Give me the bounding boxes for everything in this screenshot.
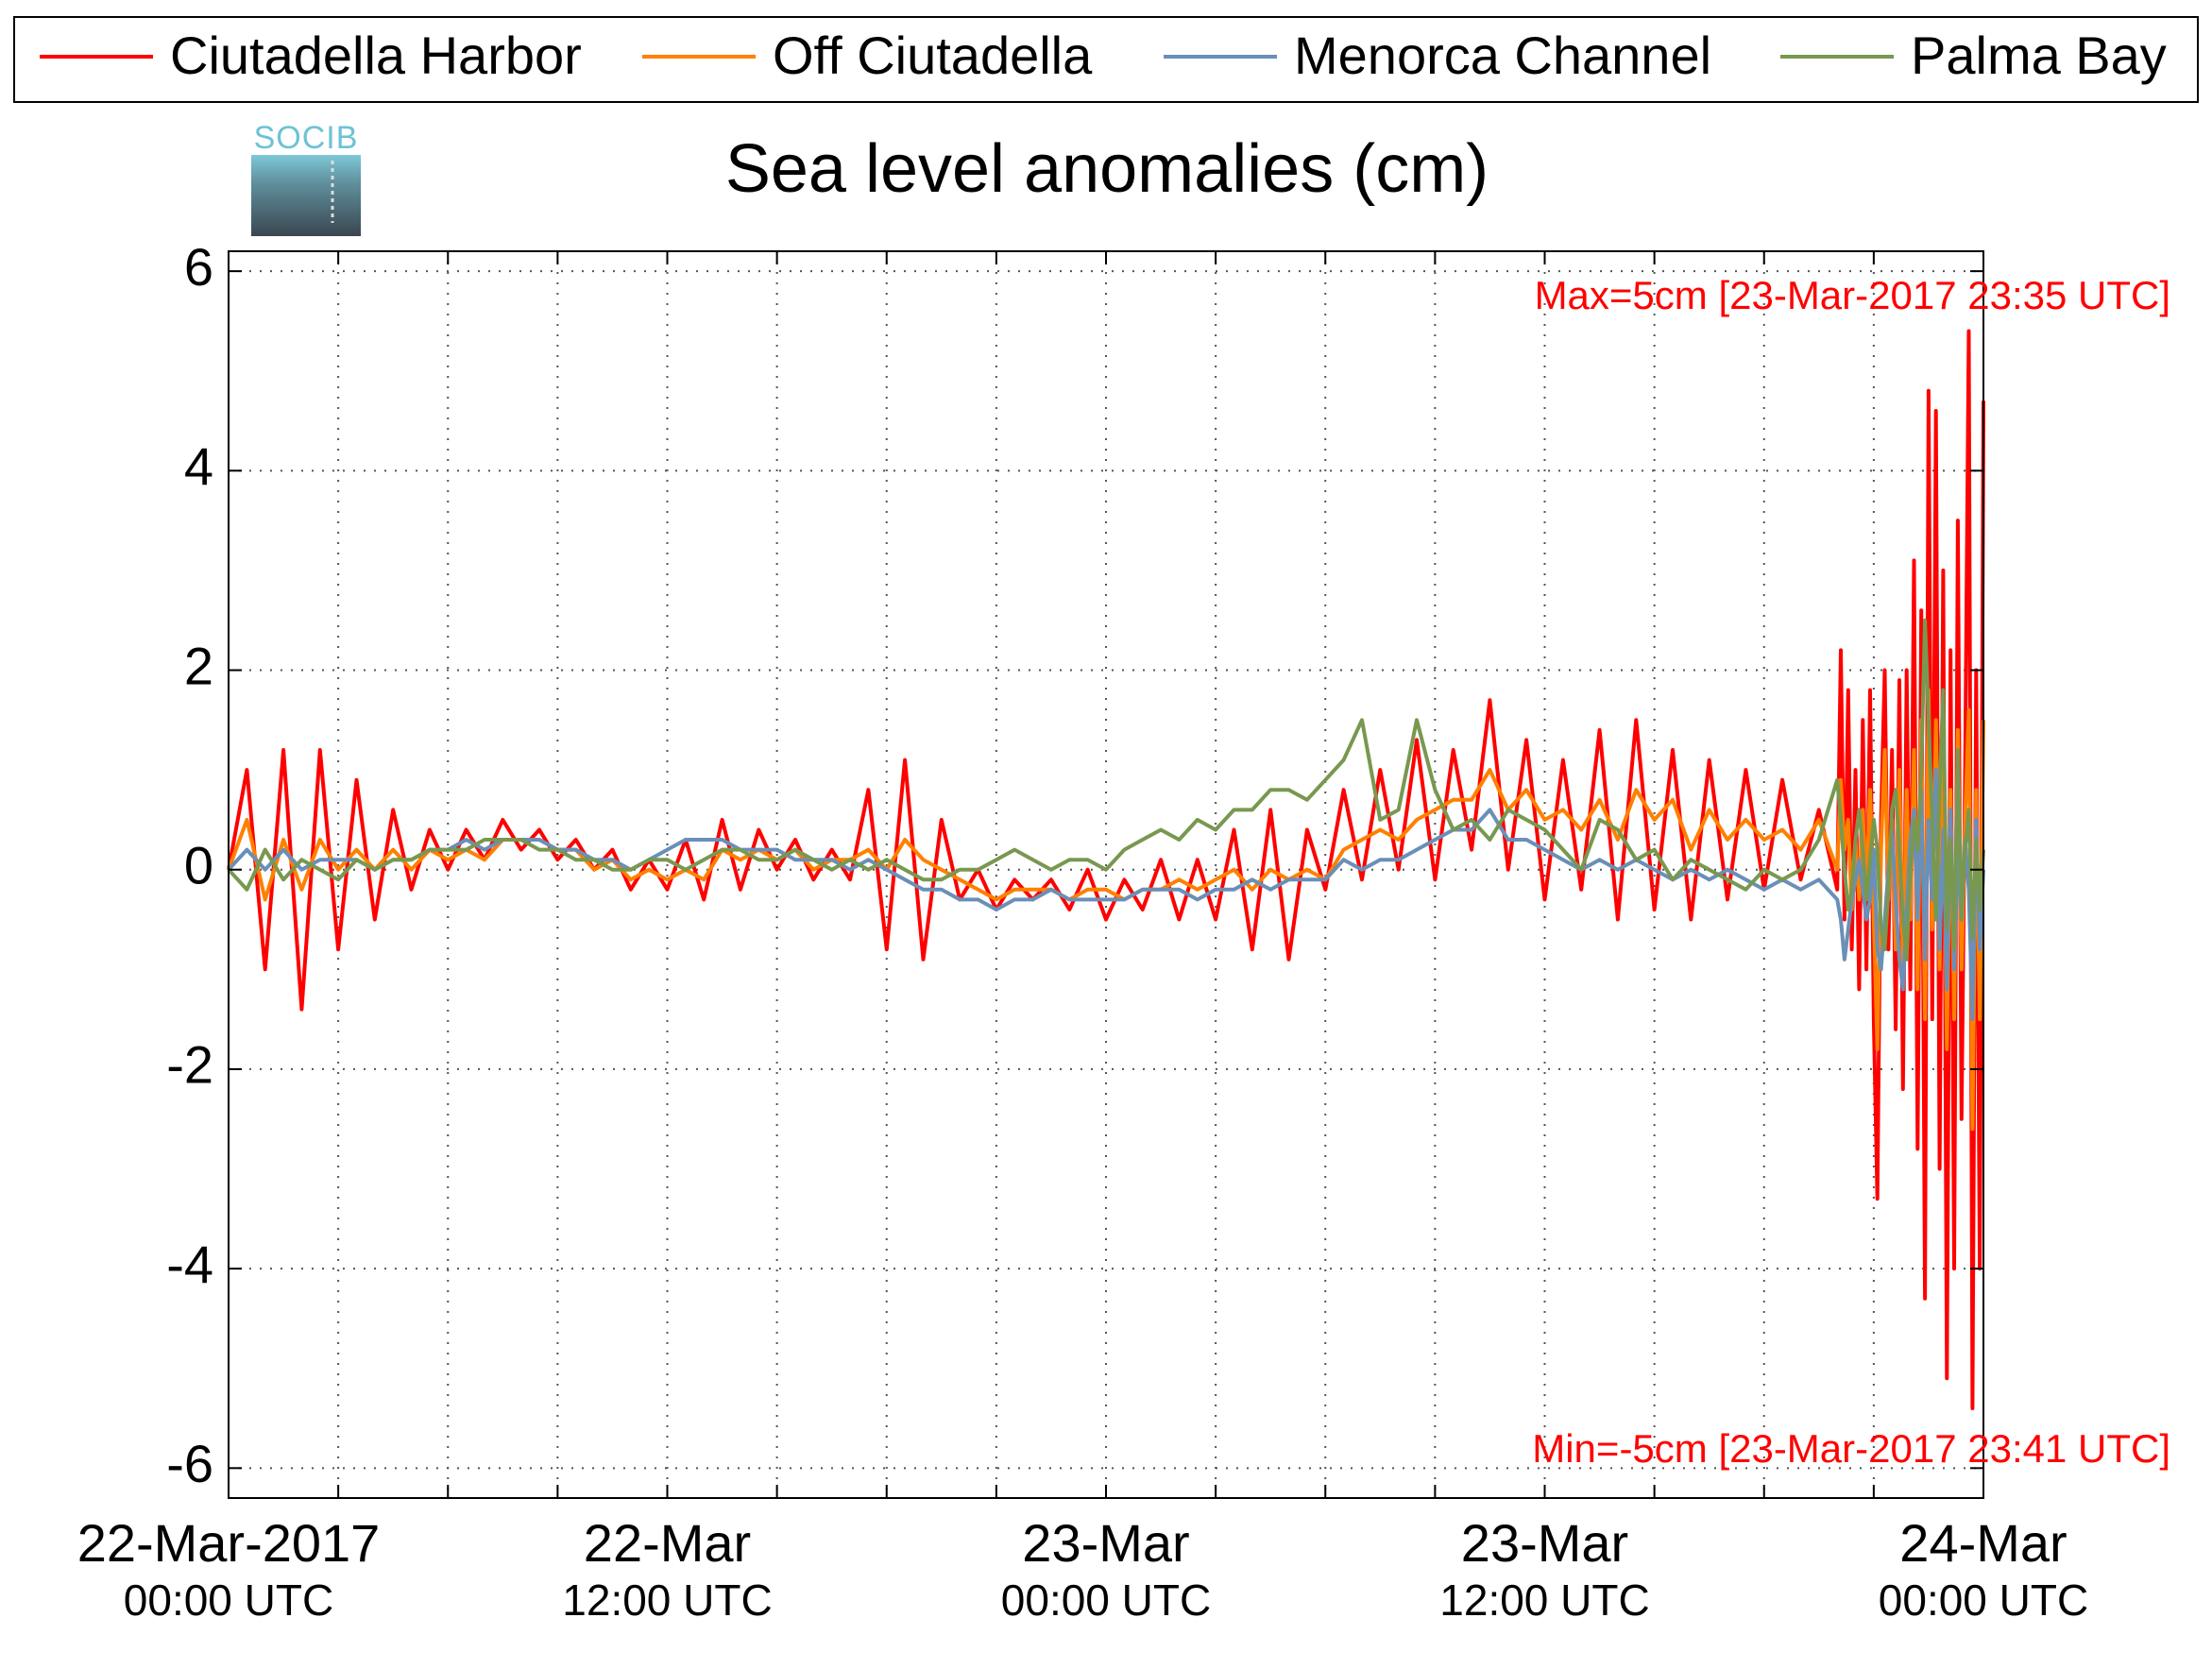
x-tick-label: 23-Mar: [1461, 1513, 1628, 1573]
legend-label: Menorca Channel: [1294, 26, 1711, 85]
y-tick-label: -2: [166, 1035, 213, 1095]
legend-label: Ciutadella Harbor: [170, 26, 582, 85]
y-tick-label: 0: [184, 836, 213, 895]
logo: [251, 155, 361, 236]
y-tick-label: -4: [166, 1235, 213, 1294]
series-line: [227, 618, 1985, 962]
legend-box: [13, 16, 2199, 103]
x-tick-sublabel: 00:00 UTC: [1879, 1575, 2088, 1625]
x-tick-label: 22-Mar-2017: [77, 1513, 381, 1573]
annotation: Min=-5cm [23-Mar-2017 23:41 UTC]: [1532, 1426, 2170, 1471]
x-tick-label: 24-Mar: [1899, 1513, 2067, 1573]
x-tick-sublabel: 12:00 UTC: [562, 1575, 772, 1625]
x-tick-sublabel: 12:00 UTC: [1439, 1575, 1649, 1625]
series-line: [227, 688, 1985, 1132]
logo-text: SOCIB: [254, 120, 359, 156]
legend-label: Off Ciutadella: [773, 26, 1093, 85]
y-tick-label: 6: [184, 237, 213, 297]
chart-title: Sea level anomalies (cm): [725, 131, 1489, 207]
x-tick-label: 23-Mar: [1022, 1513, 1189, 1573]
legend: Ciutadella Harbor Off Ciutadella Menorca C…: [40, 26, 2167, 85]
x-tick-sublabel: 00:00 UTC: [124, 1575, 333, 1625]
x-tick-label: 22-Mar: [584, 1513, 751, 1573]
y-tick-label: 2: [184, 636, 213, 695]
x-tick-sublabel: 00:00 UTC: [1001, 1575, 1211, 1625]
y-tick-label: 4: [184, 436, 213, 496]
annotation: Max=5cm [23-Mar-2017 23:35 UTC]: [1535, 273, 2170, 317]
series-lines: [227, 329, 1985, 1410]
legend-label: Palma Bay: [1911, 26, 2167, 85]
y-tick-label: -6: [166, 1434, 213, 1493]
